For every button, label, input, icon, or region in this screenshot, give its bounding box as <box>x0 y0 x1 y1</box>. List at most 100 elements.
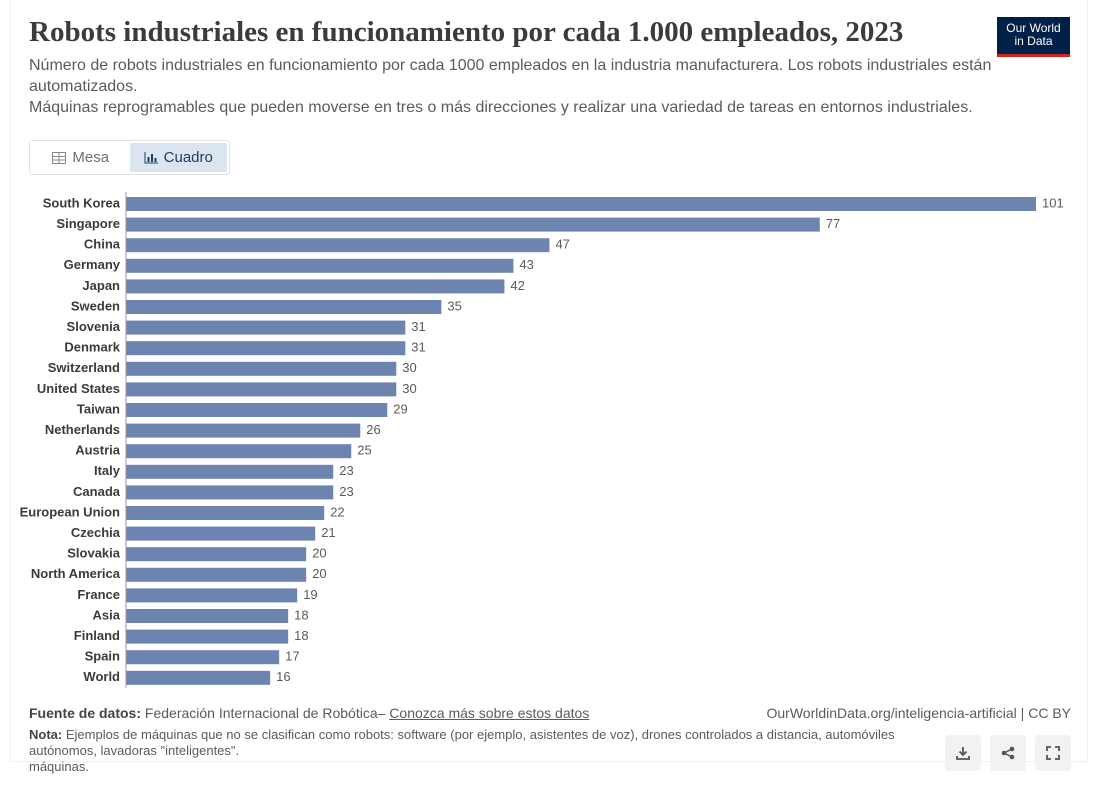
table-tab[interactable]: Mesa <box>32 143 130 172</box>
category-label: Japan <box>82 278 120 293</box>
bar <box>126 670 271 685</box>
category-label: North America <box>31 566 121 581</box>
bar <box>126 197 1036 211</box>
category-label: Sweden <box>71 298 120 313</box>
value-label: 19 <box>303 587 317 602</box>
chart: South Korea 101 Singapore 77 China 47 Germany 4… <box>20 192 1064 688</box>
subtitle-line: Máquinas reprogramables que pueden mover… <box>29 99 973 116</box>
category-label: United States <box>37 381 120 396</box>
category-label: China <box>84 237 121 252</box>
category-label: Canada <box>73 484 121 499</box>
value-label: 29 <box>393 401 407 416</box>
category-label: World <box>83 669 120 684</box>
category-label: Netherlands <box>45 422 120 437</box>
bar <box>126 403 388 417</box>
bar <box>126 588 298 603</box>
value-label: 101 <box>1042 195 1064 210</box>
chart-icon <box>144 151 158 163</box>
value-label: 25 <box>357 443 371 458</box>
value-label: 26 <box>366 422 380 437</box>
logo[interactable]: Our World in Data <box>997 17 1070 57</box>
value-label: 20 <box>312 546 326 561</box>
value-label: 18 <box>294 607 308 622</box>
note-line: Nota: Ejemplos de máquinas que no se cla… <box>29 727 919 759</box>
bar <box>126 567 307 582</box>
share-icon <box>1001 746 1015 760</box>
note-line: máquinas. <box>29 759 89 774</box>
value-label: 30 <box>402 381 416 396</box>
category-label: European Union <box>20 504 120 519</box>
value-label: 20 <box>312 566 326 581</box>
category-label: Slovenia <box>67 319 121 334</box>
subtitle: Número de robots industriales en funcion… <box>29 55 999 118</box>
bar <box>126 506 325 520</box>
value-label: 30 <box>402 360 416 375</box>
bar <box>126 341 406 356</box>
category-label: Italy <box>94 463 121 478</box>
category-label: Austria <box>75 443 121 458</box>
category-label: Taiwan <box>77 401 120 416</box>
bar <box>126 258 514 273</box>
value-label: 18 <box>294 628 308 643</box>
bar <box>126 382 397 397</box>
bar <box>126 609 289 623</box>
value-label: 47 <box>555 237 569 252</box>
bar <box>126 547 307 562</box>
tab-label: Cuadro <box>163 149 213 166</box>
category-label: France <box>77 587 120 602</box>
note: Nota: Ejemplos de máquinas que no se cla… <box>29 727 919 775</box>
download-button[interactable] <box>945 735 981 771</box>
url[interactable]: OurWorldinData.org/inteligencia-artifici… <box>766 705 1072 721</box>
fullscreen-button[interactable] <box>1035 735 1071 771</box>
source-text: Federación Internacional de Robótica– <box>144 705 386 721</box>
bar <box>126 485 334 500</box>
chart-title: Robots industriales en funcionamiento po… <box>29 16 904 48</box>
subtitle-line: Número de robots industriales en funcion… <box>29 57 992 95</box>
share-button[interactable] <box>990 735 1026 771</box>
note-label: Nota: <box>29 727 63 742</box>
logo-line: Our World <box>1006 21 1061 35</box>
bar <box>126 361 397 376</box>
bar <box>126 423 361 438</box>
learn-more-link[interactable]: Conozca más sobre estos datos <box>389 705 590 721</box>
category-label: Germany <box>64 257 121 272</box>
bar <box>126 238 550 253</box>
value-label: 43 <box>519 257 533 272</box>
value-label: 21 <box>321 525 335 540</box>
footer: Fuente de datos: Federación Internaciona… <box>29 705 1072 774</box>
bar <box>126 279 505 294</box>
value-label: 23 <box>339 484 353 499</box>
actions <box>945 735 1071 771</box>
bar <box>126 300 442 314</box>
source-label: Fuente de datos: <box>29 705 142 721</box>
value-label: 31 <box>411 319 425 334</box>
category-label: Czechia <box>71 525 121 540</box>
tab-label: Mesa <box>72 149 110 166</box>
value-label: 77 <box>826 216 840 231</box>
logo-line: in Data <box>1014 34 1053 48</box>
chart-tab[interactable]: Cuadro <box>129 143 227 172</box>
category-label: Asia <box>93 607 121 622</box>
value-label: 17 <box>285 649 299 664</box>
bar <box>126 444 352 459</box>
category-label: South Korea <box>43 195 121 210</box>
table-icon <box>52 151 67 164</box>
download-icon <box>956 747 970 760</box>
category-label: Spain <box>85 649 120 664</box>
frame <box>10 0 1088 762</box>
bar <box>126 650 280 665</box>
value-label: 31 <box>411 340 425 355</box>
source: Fuente de datos: Federación Internaciona… <box>29 705 1071 721</box>
bar <box>126 526 316 541</box>
tabs: Mesa Cuadro <box>29 140 230 175</box>
category-label: Singapore <box>56 216 120 231</box>
fullscreen-icon <box>1046 746 1060 760</box>
bar <box>126 217 820 232</box>
category-label: Slovakia <box>67 546 121 561</box>
bar <box>126 320 406 335</box>
value-label: 22 <box>330 504 344 519</box>
value-label: 23 <box>339 463 353 478</box>
category-label: Finland <box>74 628 120 643</box>
note-text: Ejemplos de máquinas que no se clasifica… <box>29 727 895 758</box>
